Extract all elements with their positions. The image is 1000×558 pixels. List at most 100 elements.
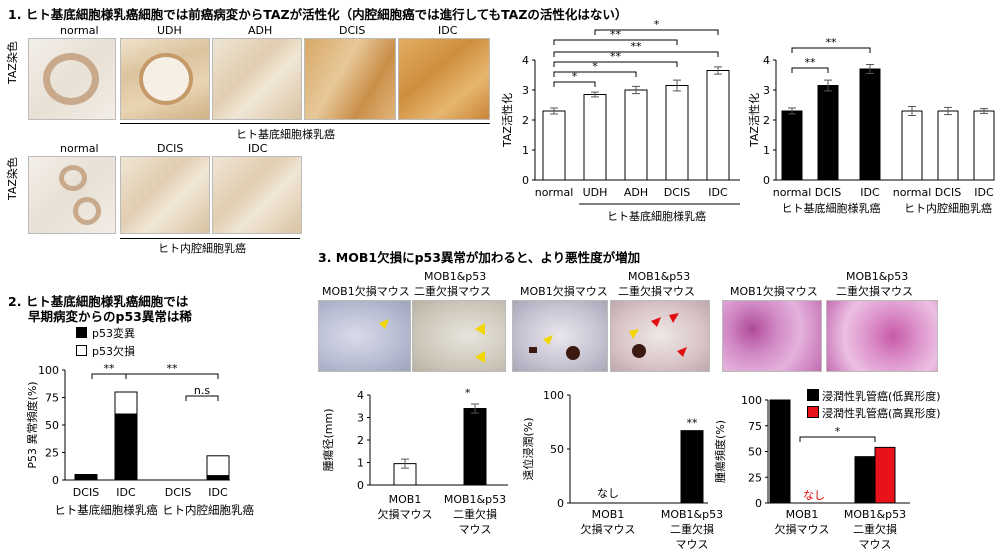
sig-bracket-label: ** [805,56,817,69]
img-label-dcis-2: DCIS [157,142,184,155]
none-label: なし [803,489,825,502]
photo-label-6b: 二重欠損マウス [836,285,913,298]
x-tick-label: DCIS [165,486,191,499]
y-tick-label: 0 [357,479,364,492]
micrograph-dcis-basal [304,38,396,120]
group-label: ヒト基底細胞様乳癌 [782,201,881,215]
y-tick-label: 2 [357,434,364,447]
micrograph-udh [120,38,210,120]
sig-bracket-label: * [572,70,578,83]
group-underline-luminal [120,238,300,239]
legend-label-p53-mutation: p53変異 [92,327,135,340]
photo-label-5: MOB1欠損マウス [730,285,818,298]
legend-swatch-p53-mutation [76,327,87,338]
x-tick-label: normal [773,186,812,199]
x-tick-label: 二重欠損 [853,522,897,536]
bar-IDC-p53変異 [206,475,230,481]
x-tick-label: MOB1&p53 [661,508,723,521]
section3-title: 3. MOB1欠損にp53異常が加わると、より悪性度が増加 [318,250,641,265]
sig-bracket-label: ** [610,50,622,63]
arrowhead-yellow [629,329,639,339]
sig-bracket-label: * [835,425,841,438]
y-tick-label: 4 [763,54,770,67]
group-label: ヒト内腔細胞乳癌 [162,503,254,517]
section2-title-line2: 早期病変からのp53異常は稀 [28,309,192,324]
sig-bracket-label: * [592,60,598,73]
x-tick-label: DCIS [73,486,99,499]
x-tick-label: MOB1&p53 [444,493,506,506]
img-label-idc-2: IDC [248,142,268,155]
y-tick-label: 50 [550,443,564,456]
bar-DCIS [937,110,959,181]
x-tick-label: UDH [583,186,608,199]
y-tick-label: 50 [748,446,762,459]
bar-IDC-p53欠損 [114,391,138,415]
taz-stain-label-row1: TAZ染色 [6,41,19,84]
chart-tumor-freq: 0 25 50 75 100 腫瘍頻度(%) なし * MOB1欠損マウス MOB1&p53二重欠… [713,394,910,551]
x-tick-label: MOB1 [389,493,422,506]
chart-metastasis: 0 50 100 遠位浸潤(%) なし ** MOB1欠損マウス MOB1&p53二重欠損マウ… [521,389,723,551]
bar-0-浸潤性乳管癌(低異形度) [769,399,791,504]
y-tick-label: 25 [748,471,762,484]
x-tick-label: IDC [116,486,136,499]
sig-bracket [553,81,596,87]
micrograph-idc-basal [398,38,490,120]
photo-label-3: MOB1欠損マウス [520,285,608,298]
bar-DCIS-p53変異 [74,474,98,481]
x-tick-label: MOB1 [786,508,819,521]
sig-label: * [465,387,471,400]
bar-normal [901,110,923,181]
bar-1-浸潤性乳管癌(低異形度) [854,456,876,504]
sig-bracket-label: ** [167,362,179,375]
img-label-idc-1: IDC [438,24,458,37]
sig-bracket-label: * [654,18,660,31]
bar-ADH [624,89,648,181]
y-axis-label: P53 異常頻度(%) [25,381,39,468]
arrowhead-red [677,347,687,357]
photo-label-4a: MOB1&p53 [628,270,691,283]
bar-1 [680,430,704,504]
y-tick-label: 75 [45,392,59,405]
img-label-dcis-1: DCIS [339,24,366,37]
sig-bracket [553,39,678,45]
y-tick-label: 0 [755,497,762,510]
x-tick-label: マウス [459,523,492,536]
photo-he-double [826,300,938,372]
x-tick-label: マウス [676,538,709,551]
group-label-basal-images: ヒト基底細胞様乳癌 [236,128,335,141]
x-tick-label: MOB1 [592,508,625,521]
x-tick-label: 欠損マウス [775,522,830,536]
bar-IDC-p53変異 [114,413,138,481]
arrowhead-yellow [379,319,389,329]
photo-label-2b: 二重欠損マウス [414,285,491,298]
legend-label-high-grade: 浸潤性乳管癌(高異形度) [822,407,941,420]
legend-swatch-low-grade [807,389,819,401]
bar-DCIS [817,85,839,181]
photo-mouse-mob1 [318,300,411,372]
y-tick-label: 100 [741,394,762,407]
x-tick-label: 二重欠損 [453,507,497,521]
group-label: ヒト基底細胞様乳癌 [54,503,158,517]
photo-label-2a: MOB1&p53 [424,270,487,283]
y-tick-label: 4 [522,54,529,67]
arrowhead-yellow [475,323,485,335]
sig-bracket [799,436,876,442]
y-tick-label: 1 [357,457,364,470]
photo-gland-double [610,300,710,372]
y-tick-label: 3 [763,84,770,97]
y-axis-label: TAZ活性化 [500,93,514,148]
none-label: なし [597,487,619,500]
legend-swatch-high-grade [807,406,819,418]
x-tick-label: DCIS [815,186,841,199]
sig-bracket-label: ** [610,28,622,41]
bar-normal [542,110,566,181]
y-tick-label: 3 [357,412,364,425]
bar-1-浸潤性乳管癌(高異形度) [874,446,896,504]
y-tick-label: 2 [522,114,529,127]
arrowhead-yellow [543,335,553,345]
sig-bracket-label: ** [826,36,838,49]
sig-bracket [594,29,719,35]
bar-DCIS [665,85,689,181]
